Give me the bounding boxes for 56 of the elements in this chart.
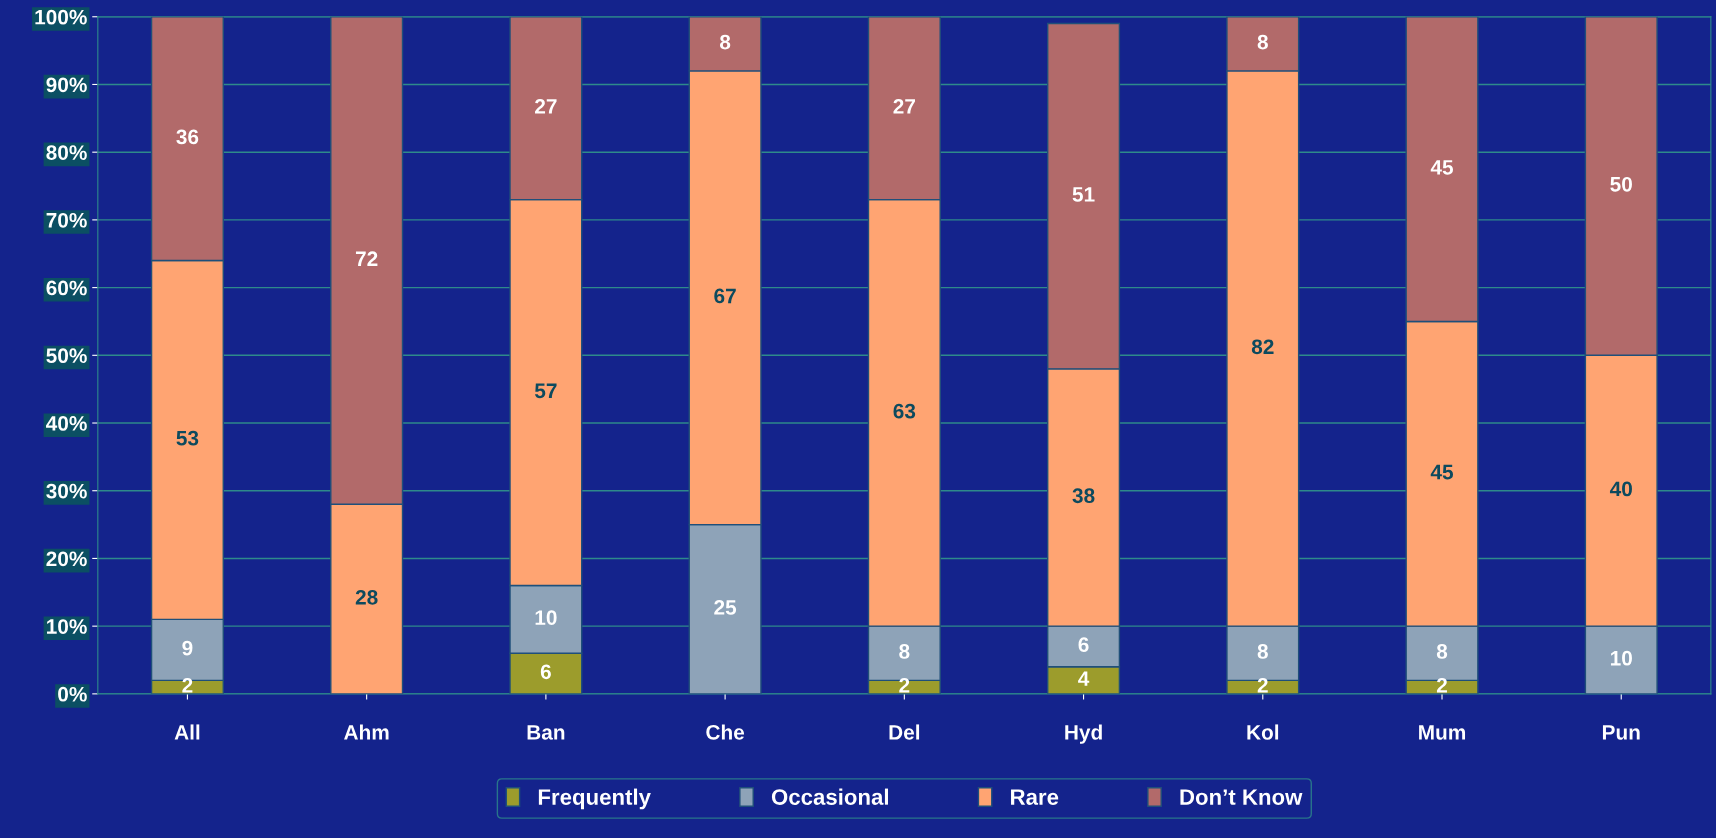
legend-label: Rare xyxy=(1011,789,1059,805)
data-label: 8 xyxy=(719,34,731,50)
data-label: 45 xyxy=(1430,160,1454,175)
data-label: 2 xyxy=(1436,677,1447,693)
data-label: 25 xyxy=(714,600,737,615)
data-label: 53 xyxy=(176,430,199,446)
data-label: 45 xyxy=(1430,464,1454,480)
data-label: 82 xyxy=(1251,339,1274,355)
data-label: 10 xyxy=(535,610,557,625)
x-tick-label: Ahm xyxy=(344,724,389,740)
data-label: 6 xyxy=(1078,637,1089,653)
data-label: 57 xyxy=(534,383,557,399)
y-tick-label: 60% xyxy=(46,280,87,296)
x-tick-label: Kol xyxy=(1247,724,1279,740)
data-label: 8 xyxy=(1257,644,1268,659)
y-tick-label: 30% xyxy=(46,483,87,499)
data-label: 38 xyxy=(1072,488,1095,504)
y-tick-label: 10% xyxy=(47,619,87,634)
data-label: 10 xyxy=(1610,650,1632,666)
x-tick-label: Hyd xyxy=(1065,724,1102,744)
data-label: 28 xyxy=(355,589,378,605)
data-label: 8 xyxy=(1257,34,1268,50)
x-tick-label: All xyxy=(174,724,200,740)
y-tick-label: 20% xyxy=(46,551,87,567)
x-tick-label: Pun xyxy=(1602,725,1640,740)
data-label: 27 xyxy=(893,99,915,114)
data-label: 51 xyxy=(1072,187,1095,202)
y-tick-label: 40% xyxy=(46,416,87,431)
data-label: 72 xyxy=(355,251,378,266)
data-label: 8 xyxy=(1436,644,1448,659)
data-label: 50 xyxy=(1610,176,1632,192)
y-tick-label: 90% xyxy=(46,77,87,93)
data-label: 6 xyxy=(540,664,551,680)
legend-label: Don’t Know xyxy=(1180,789,1303,805)
x-tick-label: Mum xyxy=(1419,725,1466,740)
data-label: 2 xyxy=(899,677,910,693)
x-tick-label: Ban xyxy=(527,725,565,740)
data-label: 27 xyxy=(535,99,557,114)
y-tick-label: 100% xyxy=(35,9,87,25)
x-tick-label: Del xyxy=(889,724,920,740)
data-label: 2 xyxy=(182,677,193,693)
y-tick-label: 50% xyxy=(46,348,87,364)
data-label: 40 xyxy=(1609,481,1632,497)
data-label: 36 xyxy=(176,129,199,145)
x-tick-label: Che xyxy=(706,724,745,740)
data-label: 67 xyxy=(714,288,736,304)
data-label: 8 xyxy=(899,644,910,659)
legend-label: Occasional xyxy=(771,788,888,805)
legend-label: Frequently xyxy=(538,788,651,810)
y-tick-label: 0% xyxy=(58,686,87,702)
data-label: 2 xyxy=(1257,677,1268,693)
y-tick-label: 80% xyxy=(46,145,87,160)
data-label: 63 xyxy=(893,403,916,419)
y-tick-label: 70% xyxy=(46,212,87,228)
data-label: 4 xyxy=(1078,671,1090,686)
data-label: 9 xyxy=(182,640,193,656)
